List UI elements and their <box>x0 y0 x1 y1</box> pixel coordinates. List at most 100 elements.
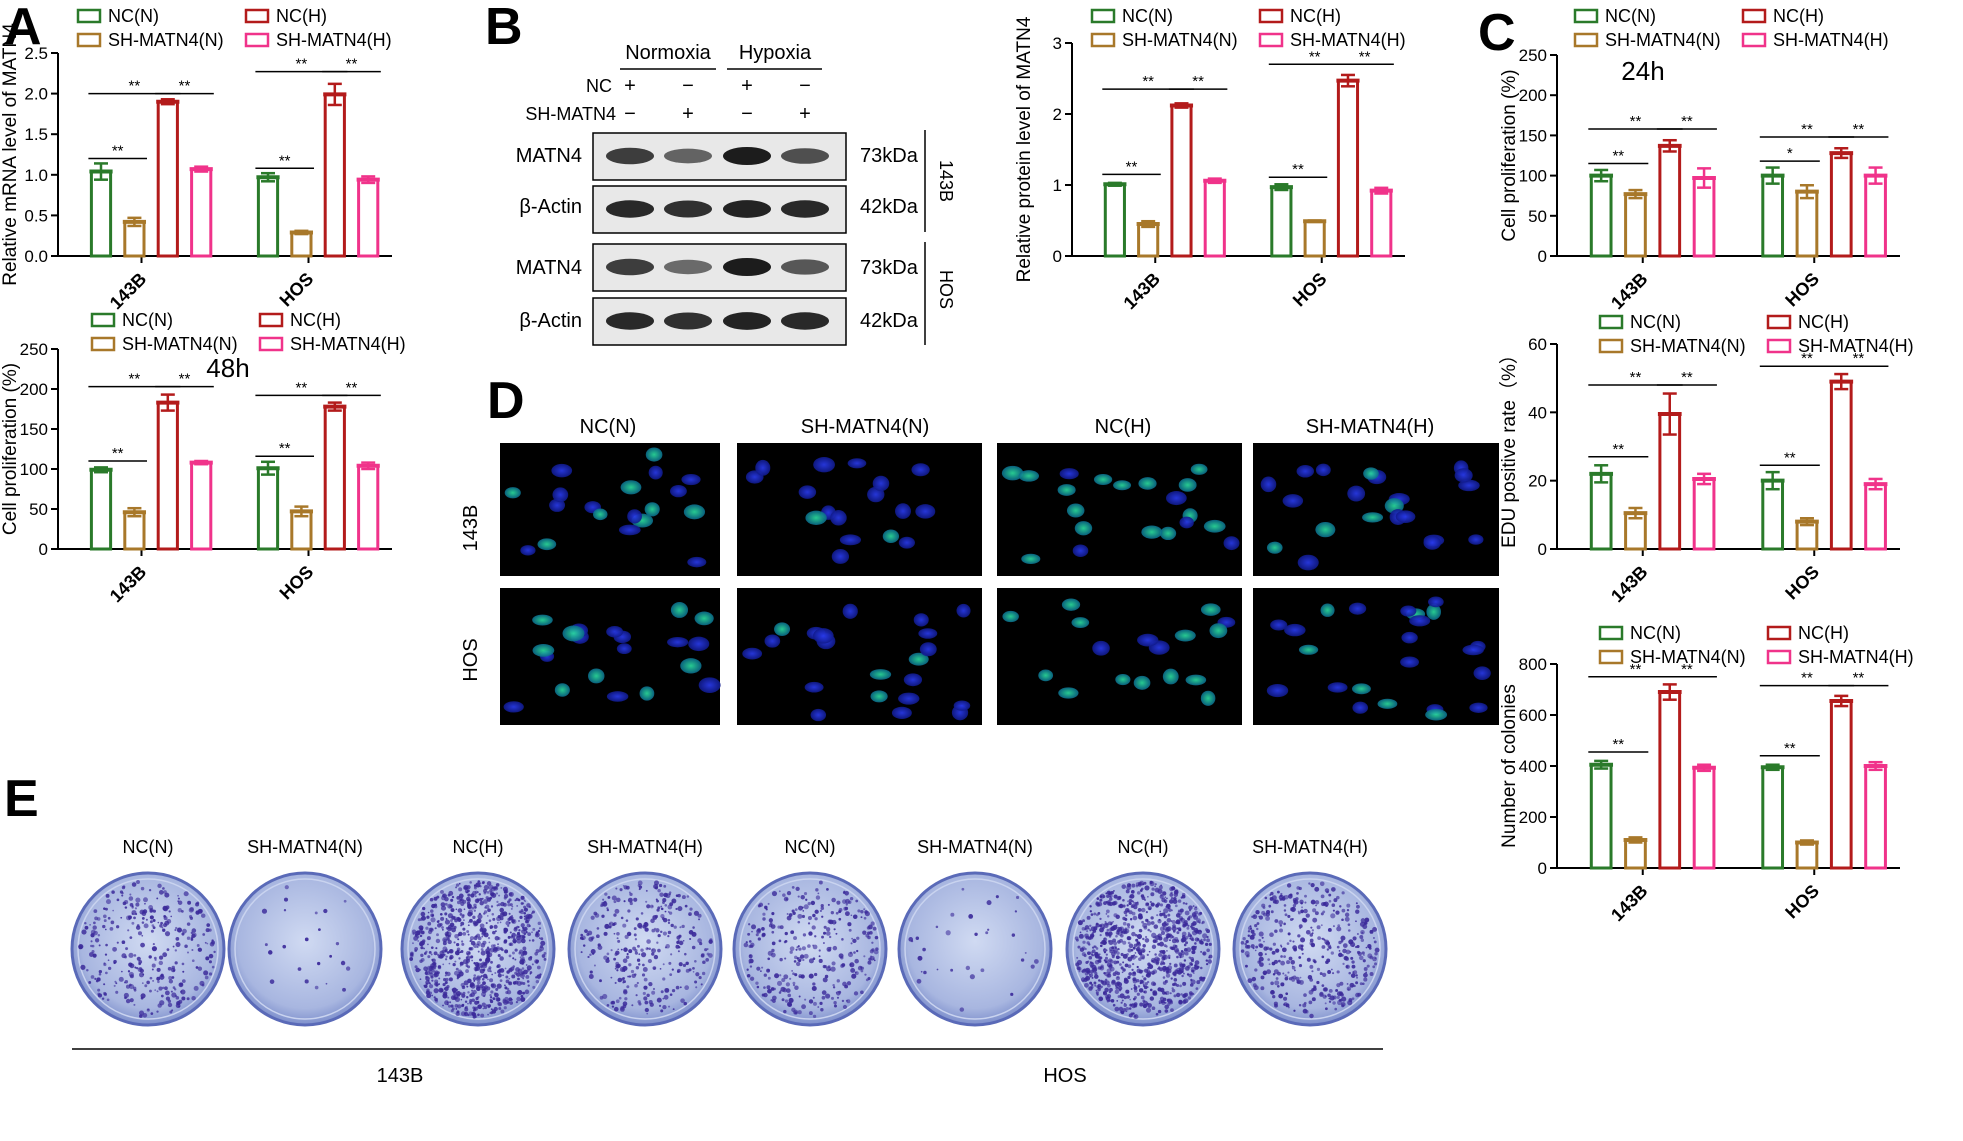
colony <box>794 985 799 990</box>
colony <box>603 931 608 936</box>
colony <box>419 934 423 938</box>
nucleus <box>1190 463 1208 475</box>
colony <box>452 990 456 994</box>
colony <box>827 965 831 969</box>
nucleus <box>1092 640 1110 656</box>
colony <box>153 956 157 960</box>
nucleus <box>592 508 608 521</box>
colony <box>112 946 117 952</box>
colony <box>1262 970 1268 976</box>
colony <box>469 881 472 884</box>
nucleus <box>648 465 663 480</box>
colony <box>1146 986 1149 989</box>
colony <box>467 924 470 927</box>
colony <box>1093 981 1097 985</box>
colony <box>426 915 430 919</box>
colony <box>125 998 131 1004</box>
colony <box>1095 902 1099 906</box>
colony <box>628 975 632 978</box>
colony <box>917 955 923 961</box>
colony <box>1173 963 1178 968</box>
colony <box>452 962 456 967</box>
nucleus <box>532 644 555 657</box>
colony <box>1264 953 1267 956</box>
colony <box>646 939 651 944</box>
colony <box>121 970 123 973</box>
colony <box>509 1001 514 1005</box>
colony <box>437 955 441 959</box>
colony <box>527 984 530 987</box>
nucleus <box>616 643 632 655</box>
colony <box>472 890 477 896</box>
colony <box>606 907 609 910</box>
colony <box>1099 924 1103 928</box>
colony <box>1184 951 1189 956</box>
legend-swatch <box>76 32 102 48</box>
colony <box>855 899 859 903</box>
colony <box>431 979 434 982</box>
colony <box>115 982 118 985</box>
colony <box>415 930 421 936</box>
colony <box>453 941 456 944</box>
colony <box>428 951 432 954</box>
wb-band <box>781 259 829 275</box>
colony-dish <box>400 871 556 1027</box>
nucleus <box>1352 701 1369 714</box>
colony <box>1280 960 1286 966</box>
bar <box>1103 182 1126 258</box>
colony <box>860 966 863 969</box>
significance-label: ** <box>1292 161 1304 178</box>
colony <box>660 990 664 994</box>
colony <box>848 928 852 932</box>
colony <box>1310 883 1315 888</box>
colony <box>1176 927 1179 930</box>
colony <box>1177 969 1183 975</box>
colony <box>787 993 792 998</box>
colony <box>860 910 864 914</box>
colony <box>1079 947 1085 952</box>
legend-label: SH-MATN4(H) <box>290 334 406 354</box>
colony <box>1095 913 1099 917</box>
nucleus <box>1038 669 1054 682</box>
colony <box>503 927 507 931</box>
colony <box>1287 932 1291 936</box>
colony <box>1193 914 1199 920</box>
legend-swatch <box>1741 8 1767 24</box>
colony <box>825 931 831 936</box>
colony <box>616 969 619 972</box>
colony <box>1246 955 1249 958</box>
colony <box>521 967 525 970</box>
colony <box>771 948 775 953</box>
colony <box>662 898 667 903</box>
colony <box>1324 1007 1328 1011</box>
colony <box>1089 969 1094 974</box>
colony <box>611 1005 615 1008</box>
colony <box>450 898 454 902</box>
legend-swatch <box>1598 625 1624 641</box>
colony <box>651 990 656 995</box>
colony <box>643 996 648 1001</box>
western-blot: Normoxia Hypoxia NC SH-MATN4 + − + − − +… <box>516 42 956 346</box>
significance-label: ** <box>1801 121 1813 138</box>
colony <box>1200 966 1203 970</box>
colony <box>643 977 648 982</box>
colony <box>659 892 664 897</box>
colony <box>1270 981 1274 986</box>
y-tick-label: 40 <box>1528 403 1547 422</box>
colony <box>177 894 179 897</box>
colony <box>80 964 86 970</box>
colony <box>840 963 845 968</box>
colony <box>589 953 592 956</box>
wb-band <box>606 258 654 276</box>
colony <box>872 958 875 961</box>
colony <box>1171 987 1174 990</box>
colony <box>872 926 877 931</box>
colony <box>641 952 647 958</box>
colony <box>491 912 495 916</box>
colony <box>459 961 464 966</box>
colony <box>430 963 435 968</box>
nucleus <box>627 509 642 524</box>
colony <box>97 993 103 998</box>
colony <box>154 989 157 991</box>
significance-label: ** <box>112 143 124 160</box>
